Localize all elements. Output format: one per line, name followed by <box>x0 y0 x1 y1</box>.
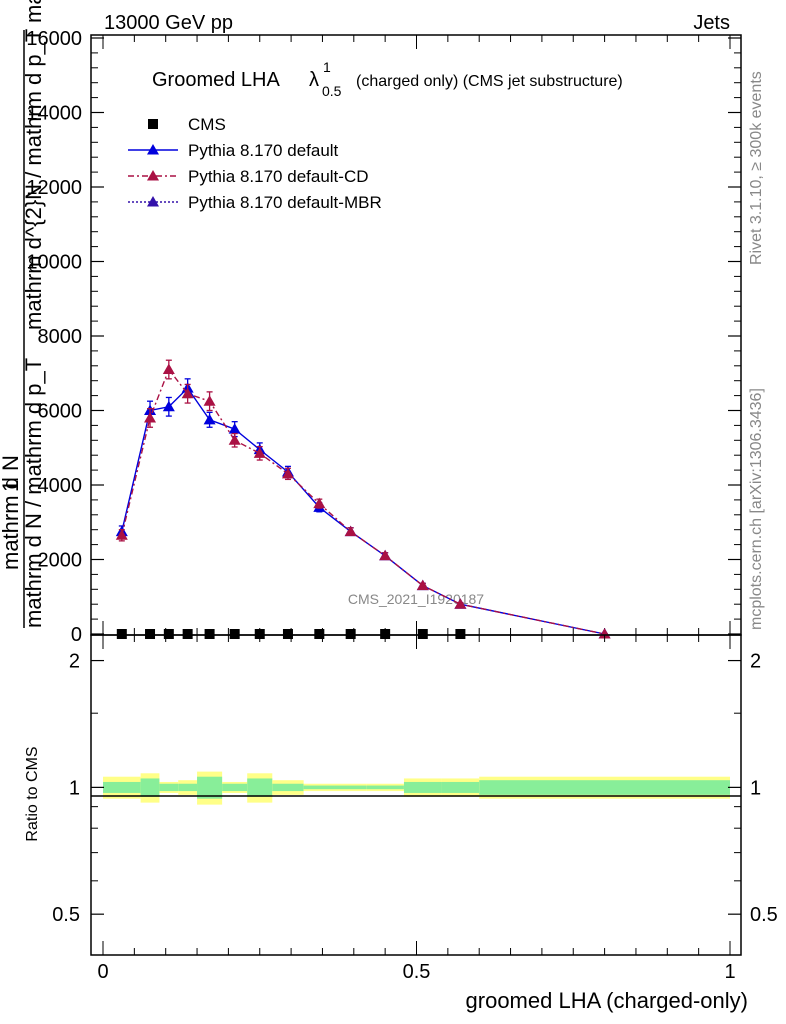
rivet-label: Rivet 3.1.10, ≥ 300k events <box>748 71 765 265</box>
cms-data-point <box>417 629 428 639</box>
x-tick-label: 0 <box>97 961 108 983</box>
ratio-x-axis: 0 0.5 1 <box>97 635 736 983</box>
ylabel-numer: mathrm d N <box>0 455 23 570</box>
series-point <box>162 363 175 375</box>
ratio-inner-band <box>303 785 335 790</box>
legend-label: Pythia 8.170 default-CD <box>188 167 369 186</box>
cms-data-point <box>282 629 293 639</box>
y-tick-label: 4000 <box>38 475 83 497</box>
title-lambda: λ <box>309 69 319 91</box>
y-tick-label: 6000 <box>38 401 83 423</box>
y-tick-label: 14000 <box>26 103 82 125</box>
legend-marker <box>147 196 159 207</box>
legend-marker <box>147 170 159 181</box>
ratio-y-tick-label: 0.5 <box>52 904 80 926</box>
title-rest: (charged only) (CMS jet substructure) <box>356 73 623 90</box>
ylabel-one: 1 <box>0 480 23 492</box>
cms-data-point <box>345 629 356 639</box>
series-point <box>344 525 357 537</box>
cms-data-point <box>254 629 265 639</box>
cms-data-point <box>380 629 391 639</box>
series-point <box>228 434 241 445</box>
cms-data-point <box>145 629 156 639</box>
ratio-inner-band <box>334 785 367 790</box>
legend-marker <box>148 119 158 129</box>
title-main: Groomed LHA <box>152 69 280 91</box>
header-left: 13000 GeV pp <box>104 12 233 34</box>
series-point <box>281 467 294 479</box>
x-tick-label: 1 <box>724 961 735 983</box>
x-axis-label: groomed LHA (charged-only) <box>466 988 748 1013</box>
series-point <box>115 529 128 540</box>
cms-data-point <box>455 629 466 639</box>
series-point <box>162 400 175 412</box>
series-point <box>203 395 216 406</box>
series-point <box>416 579 429 591</box>
cms-data-point <box>204 629 215 639</box>
y-tick-label: 16000 <box>26 28 82 50</box>
ratio-inner-band <box>272 783 304 792</box>
ratio-inner-band <box>222 783 248 792</box>
legend-marker <box>147 144 159 155</box>
ratio-inner-band <box>441 781 480 793</box>
ratio-inner-band <box>197 776 223 799</box>
y-tick-label: 0 <box>71 624 82 646</box>
analysis-watermark: CMS_2021_I1920187 <box>348 591 484 607</box>
ratio-y-tick-label-right: 2 <box>750 651 761 673</box>
legend-label: CMS <box>188 115 226 134</box>
cms-data-point <box>116 629 127 639</box>
title-sub: 0.5 <box>322 83 342 99</box>
ratio-inner-band <box>103 781 141 793</box>
x-tick-label: 0.5 <box>403 961 431 983</box>
legend-label: Pythia 8.170 default-MBR <box>188 193 382 212</box>
ratio-inner-band <box>479 780 730 795</box>
series-point <box>313 497 326 509</box>
ylabel-rhs: mathrm d^{2}N / mathrm d p_T mathrm d la… <box>21 0 46 330</box>
main-y-axis: 0 2000 4000 6000 8000 10000 12000 14000 16000 <box>26 28 741 646</box>
ratio-y-tick-label: 1 <box>69 777 80 799</box>
cms-data-point <box>163 629 174 639</box>
series-point <box>181 387 194 399</box>
series-layer <box>115 359 611 639</box>
ratio-y-tick-label-right: 1 <box>750 777 761 799</box>
series-point <box>454 598 467 609</box>
ratio-inner-band <box>159 783 179 792</box>
mcplots-label: mcplots.cern.ch [arXiv:1306.3436] <box>748 388 765 630</box>
y-tick-label: 10000 <box>26 252 82 274</box>
ratio-inner-band <box>403 781 442 793</box>
series-point <box>379 549 392 561</box>
series-point <box>228 423 241 434</box>
ratio-y-tick-label: 2 <box>69 651 80 673</box>
y-tick-label: 2000 <box>38 550 83 572</box>
legend: CMS Pythia 8.170 default Pythia 8.170 defa… <box>128 115 382 212</box>
series-point <box>203 413 216 425</box>
title-sup: 1 <box>323 59 331 75</box>
legend-label: Pythia 8.170 default <box>188 141 339 160</box>
cms-data-point <box>229 629 240 639</box>
ratio-inner-band <box>140 778 160 797</box>
ratio-y-axis: 0.5 0.5 1 1 2 2 <box>52 651 778 927</box>
series-point <box>144 411 157 423</box>
ratio-ylabel: Ratio to CMS <box>24 746 41 841</box>
y-tick-label: 8000 <box>38 326 83 348</box>
main-ylabel: 1 mathrm d N mathrm d N / mathrm d p_T m… <box>0 0 46 628</box>
y-tick-label: 12000 <box>26 177 82 199</box>
ratio-bands <box>103 771 730 805</box>
series-line <box>121 387 605 635</box>
cms-data-point <box>182 629 193 639</box>
ratio-inner-band <box>366 785 404 790</box>
cms-data-point <box>314 629 325 639</box>
ratio-y-tick-label-right: 0.5 <box>750 904 778 926</box>
series-point <box>598 628 611 639</box>
ylabel-denom: mathrm d N / mathrm d p_T <box>21 358 46 628</box>
series-point <box>253 447 266 458</box>
ratio-inner-band <box>178 783 198 792</box>
header-right: Jets <box>693 12 730 34</box>
ratio-inner-band <box>247 778 273 797</box>
plot-title: Groomed LHA λ 1 0.5 (charged only) (CMS … <box>152 59 623 99</box>
